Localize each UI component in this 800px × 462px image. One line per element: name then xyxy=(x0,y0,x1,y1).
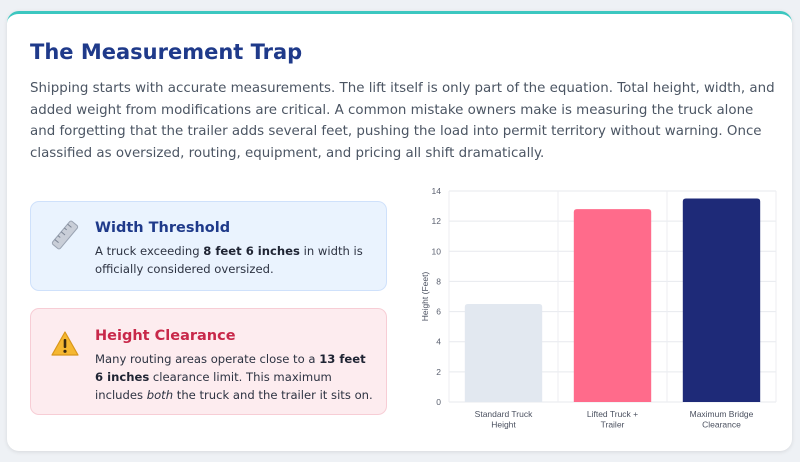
y-tick-label: 10 xyxy=(432,246,442,256)
height-clearance-card: Height Clearance Many routing areas oper… xyxy=(30,308,387,415)
x-tick-label-line: Trailer xyxy=(601,420,625,430)
x-tick-label-line: Maximum Bridge xyxy=(690,409,754,419)
bar xyxy=(464,304,543,402)
height-clearance-text: Many routing areas operate close to a 13… xyxy=(95,352,373,402)
width-threshold-card: Width Threshold A truck exceeding 8 feet… xyxy=(30,201,387,291)
y-tick-label: 6 xyxy=(436,307,441,317)
x-tick-label-line: Clearance xyxy=(702,420,741,430)
ruler-icon xyxy=(51,220,79,250)
y-tick-label: 12 xyxy=(432,216,442,226)
x-tick-label: Lifted Truck + Trailer xyxy=(587,409,638,430)
content-card: The Measurement Trap Shipping starts wit… xyxy=(7,11,792,451)
y-axis-label: Height (Feet) xyxy=(420,272,430,322)
y-tick-label: 2 xyxy=(436,367,441,377)
intro-paragraph: Shipping starts with accurate measuremen… xyxy=(30,81,775,161)
y-tick-label: 0 xyxy=(436,397,441,407)
bar xyxy=(573,209,652,402)
x-tick-label-line: Lifted Truck + xyxy=(587,409,638,419)
height-comparison-chart: 0 2 4 6 8 10 12 14 Height (Feet) Standard Truck He… xyxy=(420,186,777,430)
x-tick-label: Maximum Bridge Clearance xyxy=(690,409,754,430)
x-tick-label-line: Height xyxy=(491,420,516,430)
x-tick-label: Standard Truck Height xyxy=(475,409,533,430)
y-tick-label: 4 xyxy=(436,337,441,347)
width-threshold-title: Width Threshold xyxy=(95,220,231,236)
y-tick-label: 14 xyxy=(432,186,442,196)
width-threshold-text: A truck exceeding 8 feet 6 inches in wid… xyxy=(95,244,363,276)
x-tick-label-line: Standard Truck xyxy=(475,409,533,419)
bar xyxy=(682,198,761,402)
section-title: The Measurement Trap xyxy=(30,40,303,64)
y-tick-label: 8 xyxy=(436,276,441,286)
warning-icon xyxy=(51,331,79,356)
height-clearance-title: Height Clearance xyxy=(95,328,236,344)
